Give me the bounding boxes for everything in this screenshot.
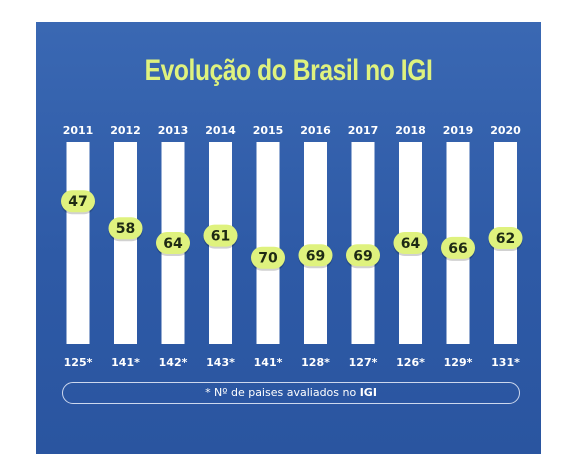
rank-value: 69 bbox=[306, 248, 325, 264]
year-label: 2016 bbox=[300, 124, 331, 137]
chart-panel: Evolução do Brasil no IGI 2011 125* 47 2012… bbox=[36, 22, 541, 454]
countries-count-label: 125* bbox=[64, 356, 93, 369]
footnote-text: * Nº de paises avaliados no bbox=[205, 386, 360, 399]
bar-2011 bbox=[66, 142, 90, 344]
countries-count-label: 142* bbox=[159, 356, 188, 369]
rank-badge: 62 bbox=[488, 227, 523, 252]
year-label: 2020 bbox=[490, 124, 521, 137]
rank-badge: 58 bbox=[108, 217, 143, 242]
footnote: * Nº de paises avaliados no IGI bbox=[62, 382, 520, 404]
rank-value: 47 bbox=[68, 194, 87, 210]
year-label: 2014 bbox=[205, 124, 236, 137]
rank-badge: 47 bbox=[61, 190, 95, 215]
bar-2015 bbox=[256, 142, 280, 344]
rank-value: 70 bbox=[258, 251, 278, 267]
countries-count-label: 129* bbox=[444, 356, 473, 369]
countries-count-label: 143* bbox=[206, 356, 235, 369]
rank-value: 58 bbox=[116, 221, 135, 237]
rank-value: 66 bbox=[448, 241, 467, 257]
countries-count-label: 141* bbox=[111, 356, 140, 369]
chart-title: Evolução do Brasil no IGI bbox=[144, 54, 433, 87]
rank-value: 64 bbox=[163, 236, 183, 252]
year-label: 2013 bbox=[158, 124, 189, 137]
year-label: 2011 bbox=[63, 124, 94, 137]
rank-badge: 64 bbox=[393, 231, 428, 256]
year-label: 2012 bbox=[110, 124, 141, 137]
rank-badge: 70 bbox=[251, 246, 285, 271]
rank-badge: 61 bbox=[203, 224, 238, 249]
year-label: 2015 bbox=[253, 124, 284, 137]
rank-badge: 69 bbox=[298, 244, 333, 269]
bar-2012 bbox=[114, 142, 137, 344]
rank-badge: 64 bbox=[156, 231, 190, 256]
rank-value: 69 bbox=[353, 248, 372, 264]
rank-value: 61 bbox=[211, 229, 230, 245]
footnote-bold: IGI bbox=[359, 386, 377, 399]
countries-count-label: 127* bbox=[349, 356, 378, 369]
bar-2017 bbox=[351, 142, 375, 344]
countries-count-label: 141* bbox=[254, 356, 283, 369]
rank-value: 64 bbox=[401, 236, 421, 252]
countries-count-label: 126* bbox=[396, 356, 425, 369]
rank-value: 62 bbox=[496, 231, 515, 247]
bar-2016 bbox=[304, 142, 327, 344]
countries-count-label: 128* bbox=[301, 356, 330, 369]
year-label: 2017 bbox=[348, 124, 379, 137]
year-label: 2019 bbox=[443, 124, 474, 137]
rank-badge: 69 bbox=[346, 244, 380, 269]
year-label: 2018 bbox=[395, 124, 426, 137]
rank-badge: 66 bbox=[441, 236, 475, 261]
countries-count-label: 131* bbox=[491, 356, 520, 369]
ranking-chart: 2011 125* 47 2012 141* 58 2013 142* 64 2014 143* 61… bbox=[61, 124, 523, 369]
